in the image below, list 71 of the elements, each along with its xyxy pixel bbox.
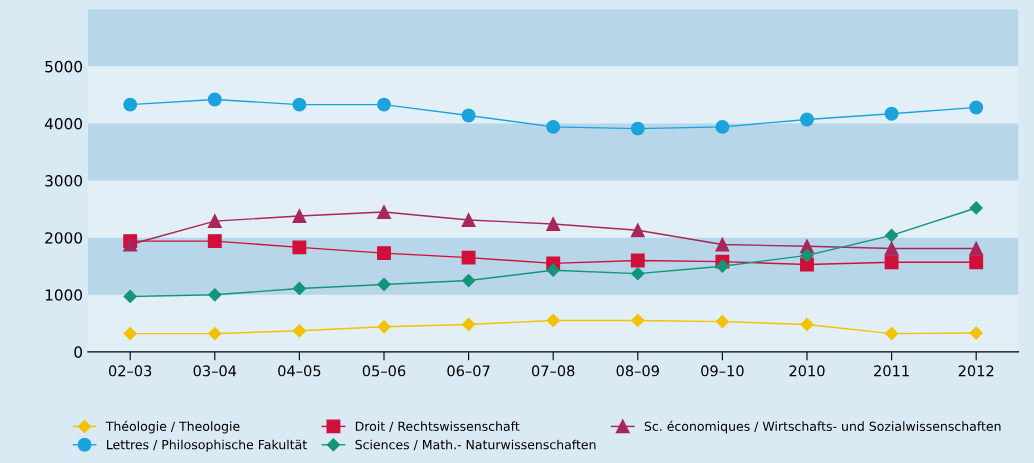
x-tick-label: 2010: [789, 365, 825, 377]
point: [123, 97, 138, 112]
legend-label: Droit / Rechtswissenschaft: [355, 421, 520, 432]
point: [123, 289, 137, 304]
point: [292, 240, 307, 255]
point: [292, 324, 306, 338]
point: [462, 273, 476, 288]
y-tick-label: 0: [74, 346, 83, 358]
point: [377, 277, 391, 292]
point: [546, 217, 561, 231]
point: [800, 112, 814, 127]
point: [377, 246, 391, 261]
point: [715, 119, 730, 134]
point: [377, 320, 391, 334]
x-tick-label: 08–09: [616, 365, 659, 377]
point: [884, 241, 899, 256]
point: [461, 108, 476, 123]
point: [630, 253, 645, 268]
point: [969, 241, 984, 256]
point: [715, 315, 729, 329]
point: [969, 255, 984, 270]
point: [631, 267, 645, 281]
point: [292, 281, 306, 296]
legend-label: Sc. économiques / Wirtschafts- und Sozialwissenschaften: [644, 420, 1001, 434]
point: [123, 327, 137, 341]
point: [208, 327, 222, 341]
legend-label: Sciences / Math.- Naturwissenschaften: [355, 439, 596, 451]
point: [630, 223, 645, 238]
point: [630, 121, 645, 136]
point: [546, 313, 560, 328]
point: [884, 106, 899, 121]
point: [377, 97, 391, 112]
point: [546, 263, 560, 277]
x-tick-label: 2011: [874, 365, 909, 377]
point: [461, 250, 476, 265]
x-tick-label: 07–08: [531, 365, 575, 377]
point: [462, 317, 476, 332]
x-tick-label: 06–07: [447, 365, 490, 377]
point: [207, 234, 222, 249]
legend-label: Lettres / Philosophische Fakultät: [107, 439, 307, 452]
point: [546, 119, 561, 134]
point: [461, 213, 476, 227]
point: [715, 237, 730, 252]
x-tick-label: 04–05: [278, 365, 321, 377]
x-tick-label: 02–03: [108, 365, 152, 377]
y-tick-label: 4000: [44, 117, 83, 130]
legend-label: Théologie / Theologie: [105, 420, 240, 434]
point: [885, 327, 899, 341]
point: [969, 326, 983, 340]
point: [292, 209, 307, 223]
point: [631, 313, 645, 328]
point: [377, 205, 391, 219]
point: [969, 100, 984, 115]
point: [207, 92, 222, 107]
point: [885, 228, 899, 242]
point: [715, 259, 729, 273]
y-tick-label: 3000: [45, 175, 83, 187]
x-tick-label: 05–06: [362, 365, 406, 377]
y-tick-label: 5000: [45, 60, 83, 73]
point: [969, 201, 983, 215]
x-tick-label: 09–10: [701, 365, 744, 377]
point: [292, 97, 307, 112]
x-tick-label: 03–04: [193, 365, 237, 377]
y-tick-label: 2000: [45, 232, 83, 244]
point: [884, 255, 899, 270]
point: [800, 248, 814, 262]
point: [207, 214, 222, 229]
y-tick-label: 1000: [45, 289, 83, 301]
point: [800, 317, 814, 332]
point: [208, 288, 222, 302]
x-tick-label: 2012: [958, 365, 994, 377]
